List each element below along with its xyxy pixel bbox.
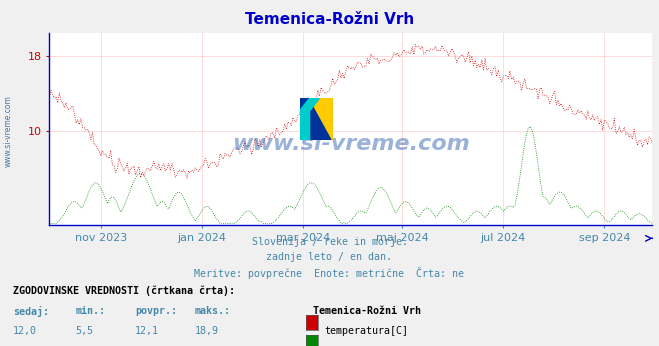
Text: Temenica-Rožni Vrh: Temenica-Rožni Vrh	[245, 12, 414, 27]
Text: min.:: min.:	[76, 306, 106, 316]
Text: povpr.:: povpr.:	[135, 306, 177, 316]
Polygon shape	[310, 98, 333, 140]
Text: 18,9: 18,9	[194, 326, 218, 336]
Text: www.si-vreme.com: www.si-vreme.com	[232, 134, 470, 154]
Text: sedaj:: sedaj:	[13, 306, 49, 317]
Text: Slovenija / reke in morje.: Slovenija / reke in morje.	[252, 237, 407, 247]
Text: 12,1: 12,1	[135, 326, 159, 336]
Text: temperatura[C]: temperatura[C]	[324, 326, 408, 336]
Text: ZGODOVINSKE VREDNOSTI (črtkana črta):: ZGODOVINSKE VREDNOSTI (črtkana črta):	[13, 285, 235, 296]
Text: 5,5: 5,5	[76, 326, 94, 336]
Polygon shape	[300, 98, 320, 140]
Text: Temenica-Rožni Vrh: Temenica-Rožni Vrh	[313, 306, 421, 316]
Text: zadnje leto / en dan.: zadnje leto / en dan.	[266, 252, 393, 262]
Text: maks.:: maks.:	[194, 306, 231, 316]
Text: 12,0: 12,0	[13, 326, 37, 336]
Text: www.si-vreme.com: www.si-vreme.com	[3, 95, 13, 167]
Text: Meritve: povprečne  Enote: metrične  Črta: ne: Meritve: povprečne Enote: metrične Črta:…	[194, 267, 465, 279]
